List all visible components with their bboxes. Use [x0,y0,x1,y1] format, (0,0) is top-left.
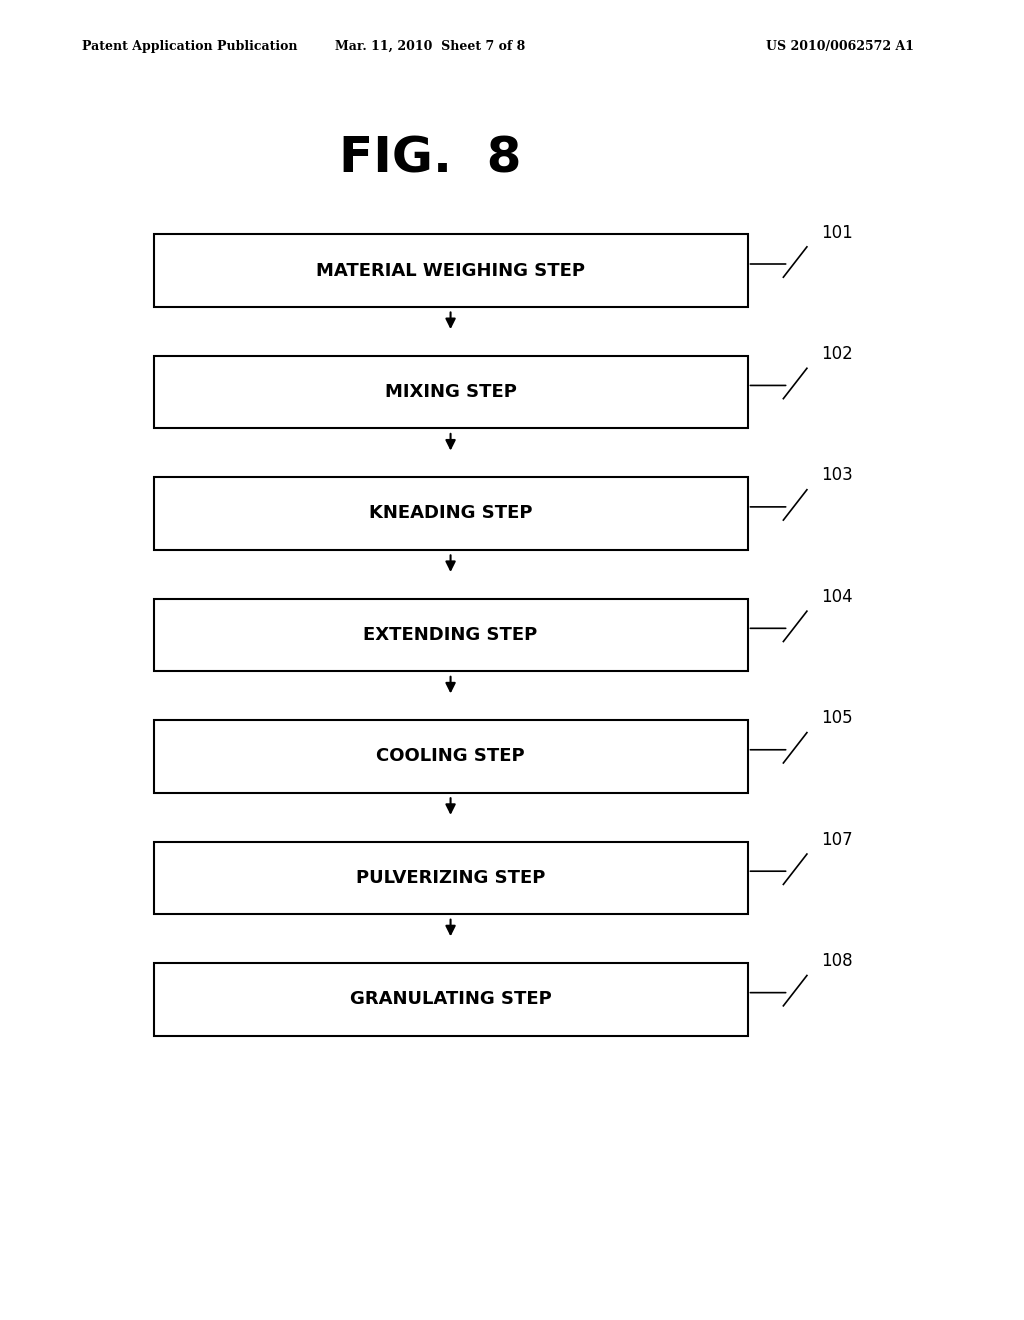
FancyBboxPatch shape [154,721,748,792]
FancyBboxPatch shape [154,235,748,306]
Text: FIG.  8: FIG. 8 [339,135,521,182]
FancyBboxPatch shape [154,842,748,913]
Text: KNEADING STEP: KNEADING STEP [369,504,532,523]
Text: US 2010/0062572 A1: US 2010/0062572 A1 [766,40,913,53]
Text: EXTENDING STEP: EXTENDING STEP [364,626,538,644]
Text: 103: 103 [821,466,853,484]
FancyBboxPatch shape [154,477,748,549]
Text: 108: 108 [821,952,853,970]
Text: 101: 101 [821,223,853,242]
Text: 105: 105 [821,709,853,727]
Text: 102: 102 [821,345,853,363]
Text: Patent Application Publication: Patent Application Publication [82,40,297,53]
Text: COOLING STEP: COOLING STEP [376,747,525,766]
Text: Mar. 11, 2010  Sheet 7 of 8: Mar. 11, 2010 Sheet 7 of 8 [335,40,525,53]
FancyBboxPatch shape [154,964,748,1035]
FancyBboxPatch shape [154,355,748,428]
Text: 104: 104 [821,587,853,606]
Text: MATERIAL WEIGHING STEP: MATERIAL WEIGHING STEP [316,261,585,280]
Text: PULVERIZING STEP: PULVERIZING STEP [356,869,545,887]
Text: GRANULATING STEP: GRANULATING STEP [349,990,552,1008]
Text: 107: 107 [821,830,853,849]
FancyBboxPatch shape [154,599,748,671]
Text: MIXING STEP: MIXING STEP [385,383,516,401]
